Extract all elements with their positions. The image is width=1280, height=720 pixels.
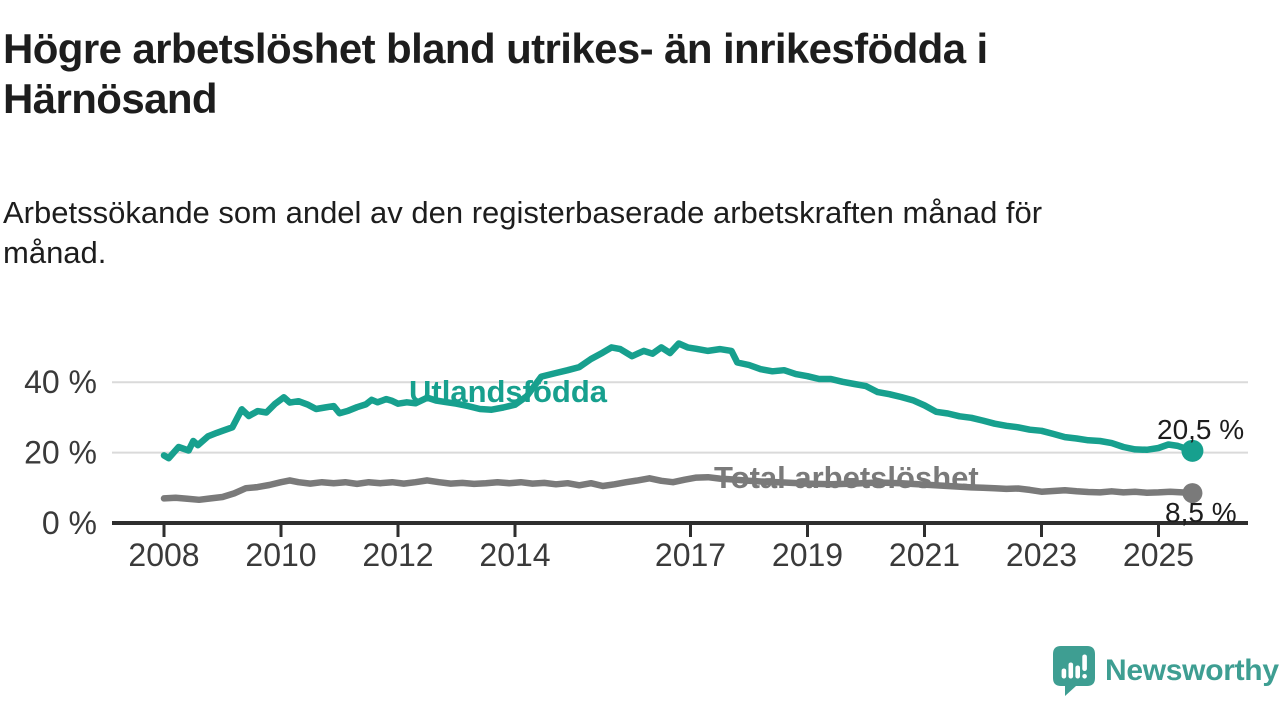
end-dot-total: [1182, 483, 1203, 504]
end-value-label-total: 8,5 %: [1165, 497, 1237, 528]
x-tick-label: 2025: [1123, 537, 1194, 573]
subtitle-line-1: Arbetssökande som andel av den registerb…: [3, 195, 1043, 230]
series-label-utlandsfodda: Utlandsfödda: [409, 374, 608, 409]
y-tick-label: 0 %: [42, 505, 97, 541]
x-tick-label: 2010: [245, 537, 316, 573]
series-label-total-arbetsloshet: Total arbetslöshet: [714, 460, 979, 495]
series-line-total: [160, 473, 1196, 504]
x-tick-label: 2021: [889, 537, 960, 573]
title-line-2: Härnösand: [3, 75, 218, 122]
series-line-utlandsfodda: [160, 340, 1196, 462]
subtitle-line-2: månad.: [3, 235, 107, 270]
x-tick-label: 2008: [128, 537, 199, 573]
newsworthy-logo: Newsworthy: [1052, 644, 1279, 698]
end-value-label-utlandsfodda: 20,5 %: [1157, 414, 1245, 445]
x-tick-label: 2014: [479, 537, 550, 573]
y-tick-label: 40 %: [24, 364, 97, 400]
y-tick-label: 20 %: [24, 435, 97, 471]
page-title: Högre arbetslöshet bland utrikes- än inr…: [3, 24, 988, 124]
end-dot-utlandsfodda: [1181, 439, 1204, 462]
x-tick-label: 2012: [362, 537, 433, 573]
newsworthy-logo-icon: [1053, 646, 1095, 696]
x-tick-label: 2017: [655, 537, 726, 573]
title-line-1: Högre arbetslöshet bland utrikes- än inr…: [3, 25, 988, 72]
newsworthy-wordmark: Newsworthy: [1105, 654, 1279, 687]
x-tick-label: 2019: [772, 537, 843, 573]
x-tick-label: 2023: [1006, 537, 1077, 573]
chart-subtitle: Arbetssökande som andel av den registerb…: [3, 193, 1042, 273]
